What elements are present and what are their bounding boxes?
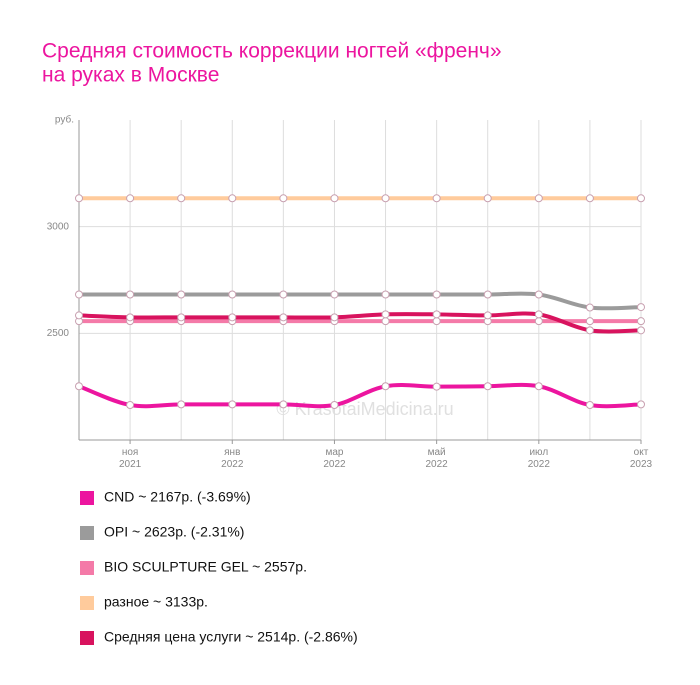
data-point (585, 326, 594, 335)
data-point (177, 194, 186, 203)
data-point (381, 317, 390, 326)
data-point (228, 290, 237, 299)
legend-label: Средняя цена услуги ~ 2514р. (-2.86%) (104, 629, 358, 645)
data-point (637, 303, 645, 312)
data-point (381, 310, 390, 319)
data-point (279, 313, 288, 322)
data-point (534, 290, 543, 299)
data-point (228, 194, 237, 203)
data-point (330, 290, 339, 299)
y-tick-label: 3000 (47, 221, 70, 232)
x-tick-label: ноя 2021 (119, 447, 142, 470)
data-point (637, 317, 645, 326)
legend-swatch (80, 596, 94, 610)
data-point (228, 400, 237, 409)
data-point (279, 194, 288, 203)
x-tick-label: мар 2022 (323, 447, 346, 470)
data-point (483, 194, 492, 203)
data-point (534, 317, 543, 326)
data-point (75, 194, 83, 203)
data-point (279, 400, 288, 409)
data-point (637, 194, 645, 203)
data-point (483, 290, 492, 299)
x-tick-label: июл 2022 (528, 447, 551, 470)
data-point (534, 310, 543, 319)
legend-label: BIO SCULPTURE GEL ~ 2557р. (104, 559, 307, 575)
data-point (381, 382, 390, 391)
data-point (483, 382, 492, 391)
y-tick-label: 2500 (47, 328, 70, 339)
data-point (483, 311, 492, 320)
x-tick-label: окт 2023 (630, 447, 653, 470)
data-point (381, 290, 390, 299)
data-point (126, 290, 135, 299)
series-line (78, 311, 642, 334)
watermark: © KrasotaiMedicina.ru (276, 399, 453, 419)
data-point (177, 290, 186, 299)
data-point (126, 401, 135, 410)
data-point (177, 400, 186, 409)
data-point (534, 382, 543, 391)
legend-label: OPI ~ 2623р. (-2.31%) (104, 524, 244, 540)
legend-label: CND ~ 2167р. (-3.69%) (104, 489, 251, 505)
legend-swatch (80, 561, 94, 575)
data-point (585, 303, 594, 312)
series-line (78, 382, 642, 409)
data-point (585, 317, 594, 326)
data-point (330, 401, 339, 410)
data-point (75, 382, 83, 391)
data-point (126, 194, 135, 203)
data-point (381, 194, 390, 203)
data-point (432, 382, 441, 391)
x-tick-label: май 2022 (426, 447, 449, 470)
data-point (126, 313, 135, 322)
data-point (432, 194, 441, 203)
data-point (432, 290, 441, 299)
data-point (75, 311, 83, 320)
legend-label: разное ~ 3133р. (104, 594, 208, 610)
legend-swatch (80, 526, 94, 540)
data-point (330, 313, 339, 322)
data-point (177, 313, 186, 322)
y-axis-label: руб. (55, 114, 74, 126)
data-point (75, 290, 83, 299)
data-point (330, 194, 339, 203)
series-line (79, 291, 642, 311)
data-point (228, 313, 237, 322)
data-point (585, 194, 594, 203)
data-point (432, 317, 441, 326)
chart-title: Средняя стоимость коррекции ногтей «френ… (42, 40, 502, 63)
data-point (637, 400, 645, 409)
x-tick-label: янв 2022 (221, 447, 244, 470)
legend-swatch (80, 491, 94, 505)
data-point (432, 310, 441, 319)
data-point (585, 401, 594, 410)
legend-swatch (80, 631, 94, 645)
chart-title: на руках в Москве (42, 64, 219, 87)
data-point (534, 194, 543, 203)
data-point (279, 290, 288, 299)
data-point (637, 326, 645, 335)
